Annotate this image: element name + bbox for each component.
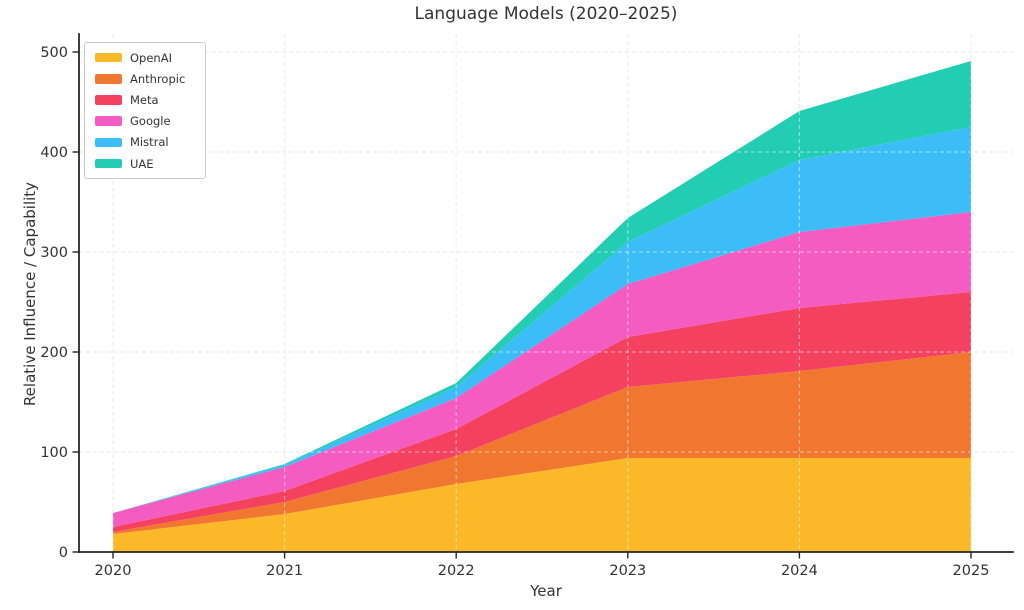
legend: OpenAI Anthropic Meta Google Mistral UAE (84, 42, 206, 180)
legend-label: OpenAI (130, 50, 172, 65)
y-tick-label: 100 (40, 445, 68, 461)
legend-label: Google (130, 114, 171, 129)
y-tick-label: 0 (59, 545, 68, 561)
x-tick-label: 2024 (781, 563, 818, 579)
area-mistral (113, 127, 971, 513)
legend-swatch-google (95, 116, 122, 126)
legend-item-mistral: Mistral (95, 132, 195, 153)
x-axis-label: Year (530, 582, 562, 600)
area-openai (113, 458, 971, 552)
y-tick-label: 200 (40, 345, 68, 361)
area-google (113, 212, 971, 527)
y-tick-label: 300 (40, 245, 68, 261)
area-uae (113, 61, 971, 513)
legend-label: UAE (130, 156, 154, 171)
axes-spines (78, 33, 1014, 553)
x-tick-label: 2022 (438, 563, 475, 579)
x-tick-labels: 2020 2021 2022 2023 2024 2025 (95, 563, 990, 579)
legend-swatch-anthropic (95, 74, 122, 84)
y-tick-label: 500 (40, 45, 68, 61)
legend-swatch-meta (95, 95, 122, 105)
x-tick-label: 2021 (266, 563, 303, 579)
legend-item-openai: OpenAI (95, 47, 195, 68)
legend-label: Mistral (130, 135, 169, 150)
x-tick-label: 2025 (953, 563, 990, 579)
y-tick-labels: 0 100 200 300 400 500 (40, 45, 68, 561)
legend-swatch-openai (95, 52, 122, 63)
legend-item-uae: UAE (95, 153, 195, 174)
tick-marks (72, 51, 972, 559)
legend-item-google: Google (95, 111, 195, 132)
legend-label: Anthropic (130, 71, 186, 86)
area-anthropic (113, 352, 971, 534)
stacked-areas (113, 61, 971, 552)
legend-swatch-uae (95, 158, 122, 169)
area-meta (113, 292, 971, 532)
y-tick-label: 400 (40, 145, 68, 161)
legend-item-meta: Meta (95, 89, 195, 110)
x-tick-label: 2023 (609, 563, 646, 579)
legend-label: Meta (130, 92, 159, 107)
gridlines-over (79, 34, 1013, 552)
legend-item-anthropic: Anthropic (95, 68, 195, 89)
x-tick-label: 2020 (95, 563, 132, 579)
legend-swatch-mistral (95, 137, 122, 148)
y-axis-label: Relative Influence / Capability (21, 181, 39, 407)
chart-title: Language Models (2020–2025) (414, 4, 678, 24)
